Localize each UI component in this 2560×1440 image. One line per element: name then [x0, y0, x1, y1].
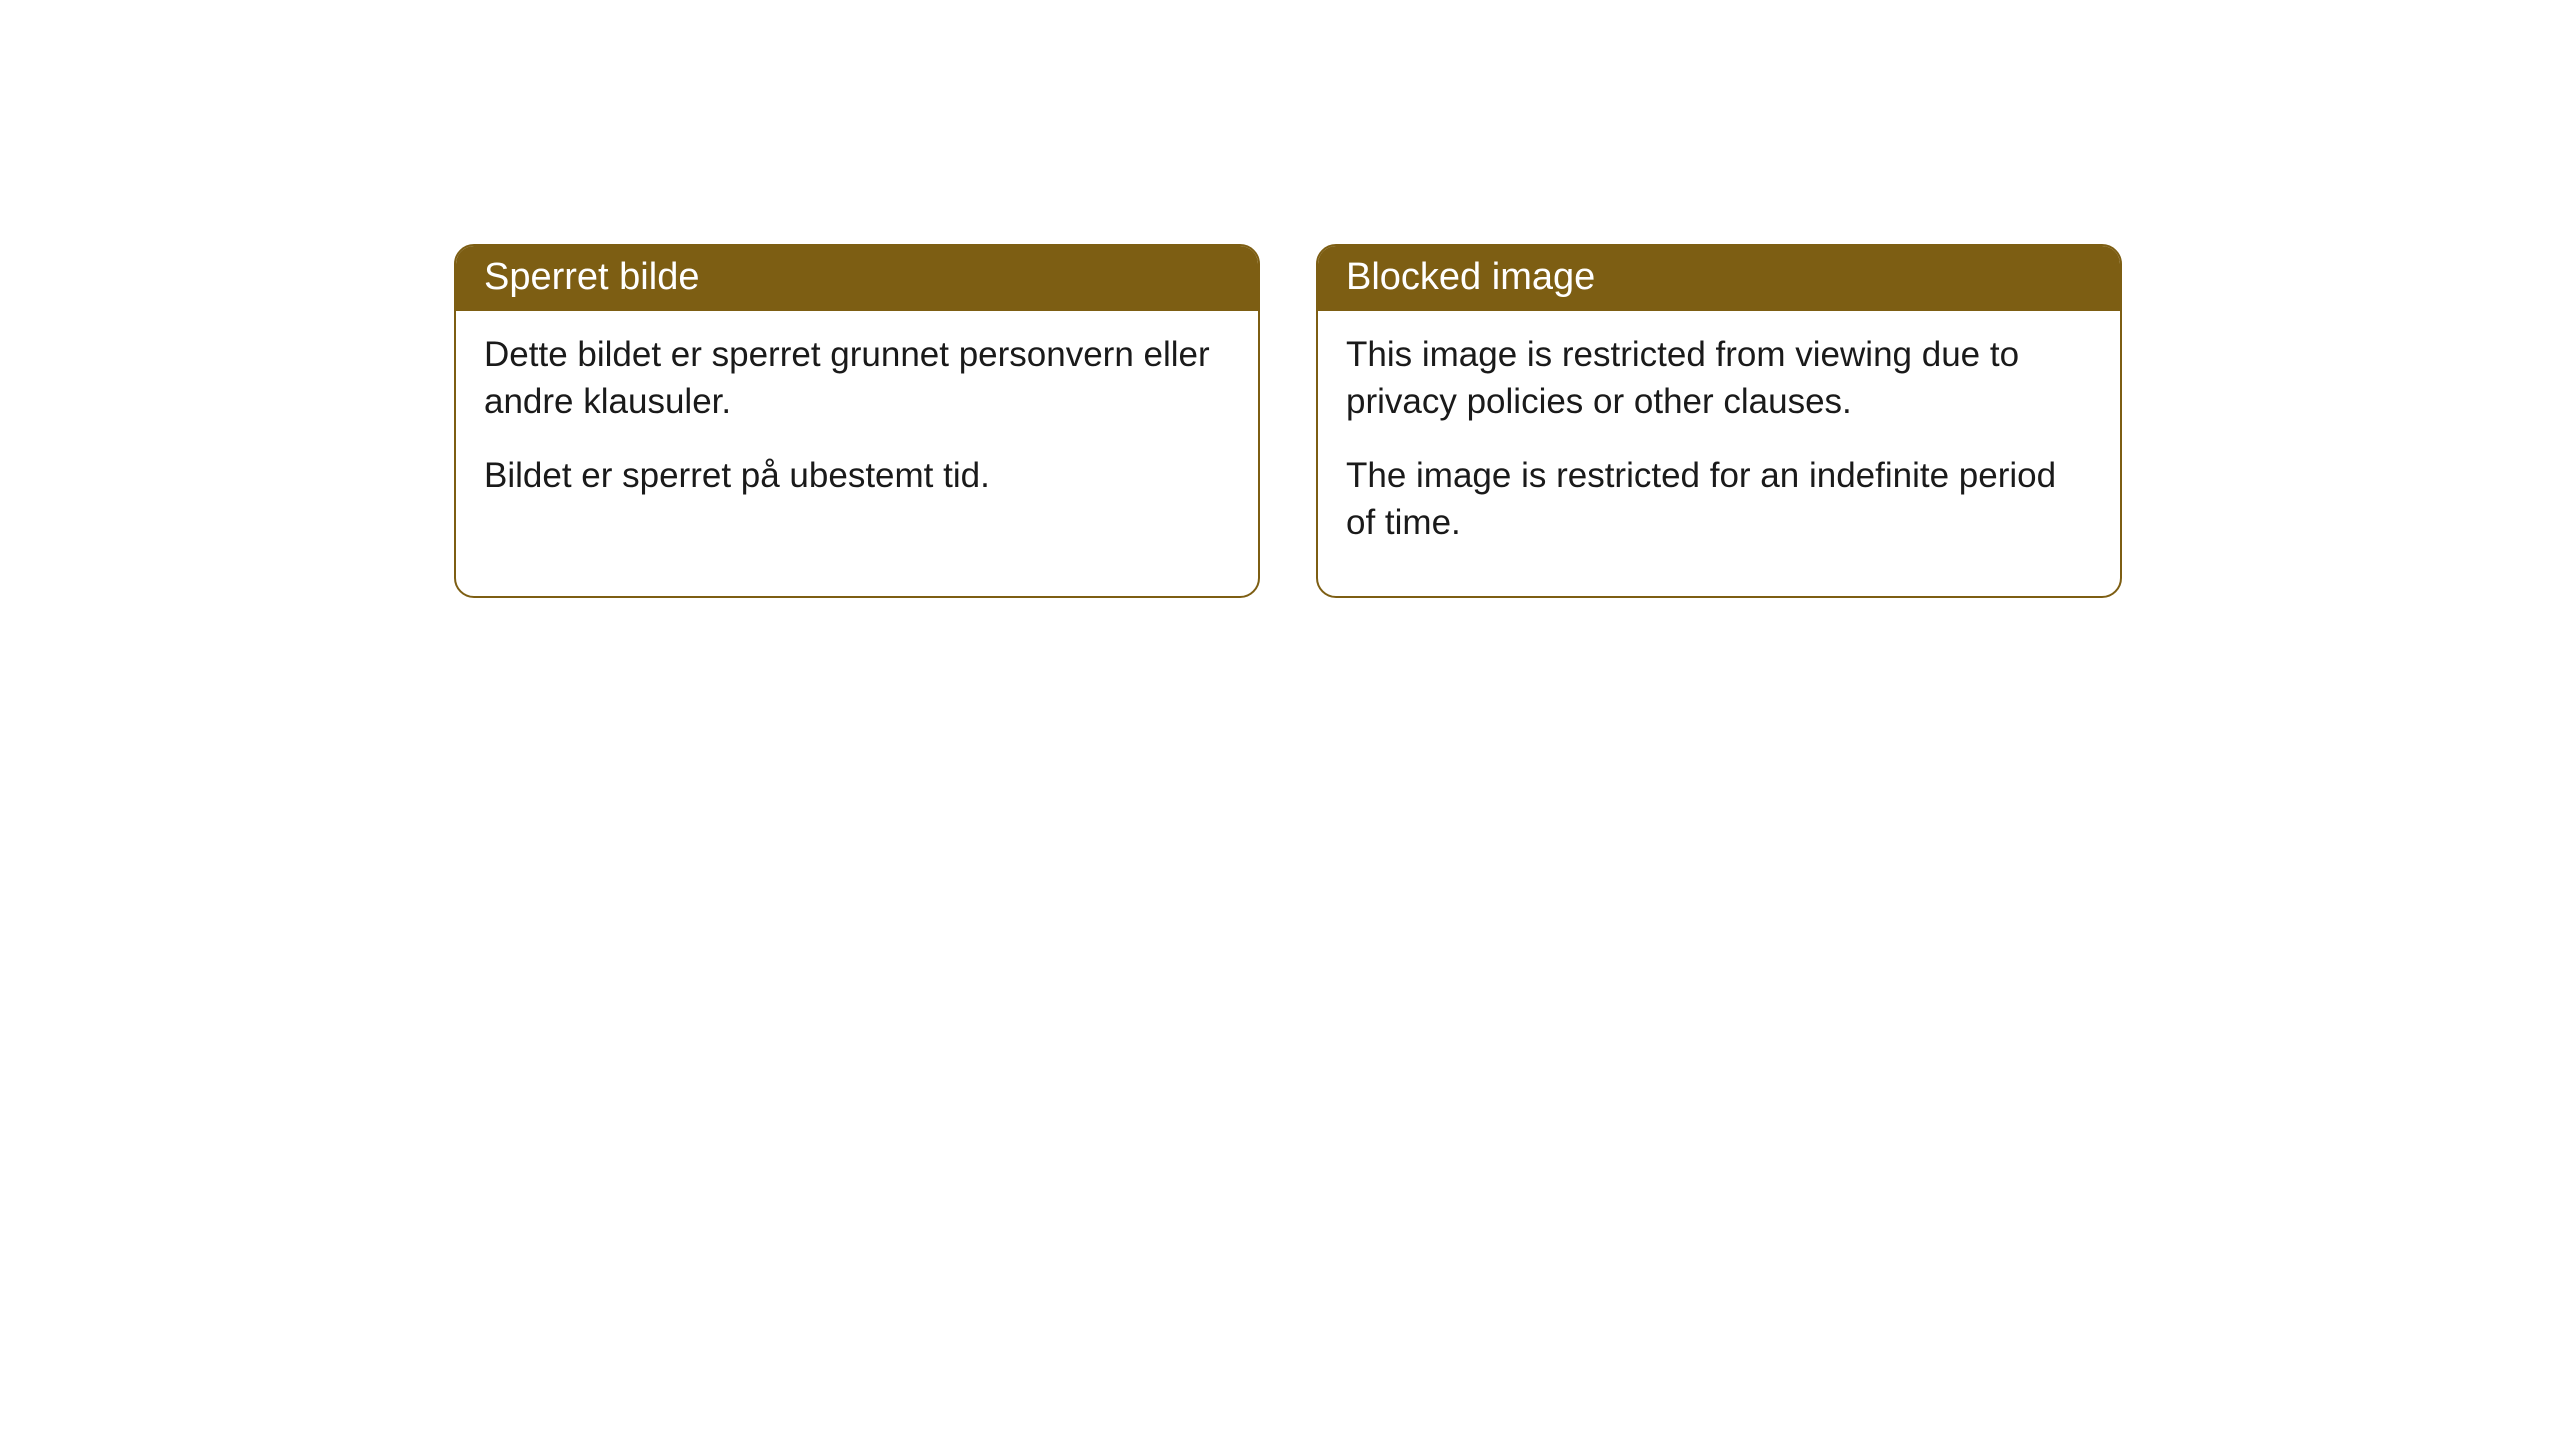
notice-card-norwegian: Sperret bilde Dette bildet er sperret gr…	[454, 244, 1260, 598]
notice-paragraph: This image is restricted from viewing du…	[1346, 331, 2092, 426]
notice-cards-container: Sperret bilde Dette bildet er sperret gr…	[454, 244, 2122, 598]
card-body: Dette bildet er sperret grunnet personve…	[456, 311, 1258, 549]
card-header: Blocked image	[1318, 246, 2120, 311]
notice-paragraph: Dette bildet er sperret grunnet personve…	[484, 331, 1230, 426]
notice-paragraph: Bildet er sperret på ubestemt tid.	[484, 452, 1230, 499]
notice-card-english: Blocked image This image is restricted f…	[1316, 244, 2122, 598]
card-header: Sperret bilde	[456, 246, 1258, 311]
notice-paragraph: The image is restricted for an indefinit…	[1346, 452, 2092, 547]
card-body: This image is restricted from viewing du…	[1318, 311, 2120, 596]
